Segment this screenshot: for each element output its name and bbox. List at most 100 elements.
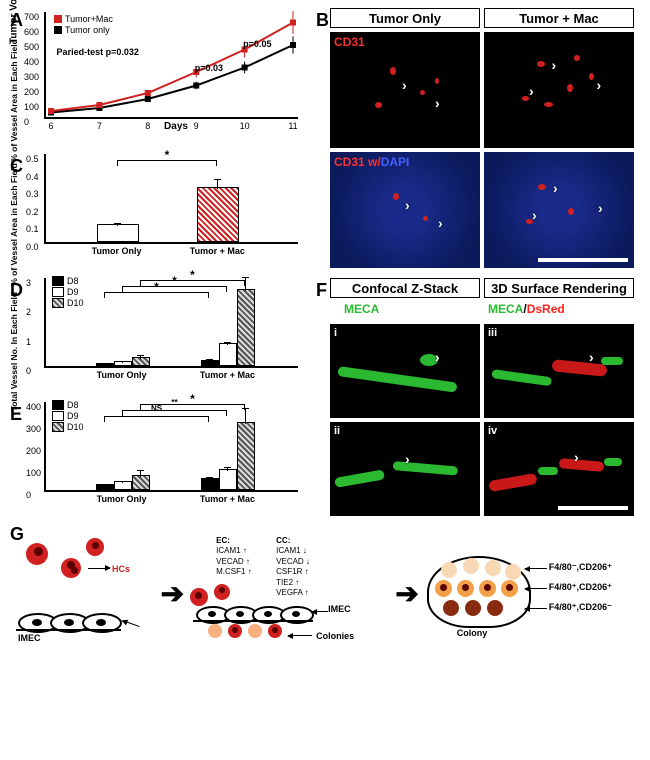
schematic-stage-1: HCs IMEC [16,538,157,648]
panel-f-img-i: i › [330,324,480,418]
bar [201,478,219,490]
roman-iv: iv [488,425,497,437]
arrowhead-icon: › [574,450,579,464]
arrowhead-icon: › [402,78,407,92]
panel-e-plotarea: 0100200300400D8D9D10Tumor OnlyTumor + Ma… [44,402,298,492]
panel-d: D % of Vessel Area in Each Field 0123D8D… [8,278,308,396]
panel-b-img1: CD31 › › [330,32,480,148]
panel-c-plotarea: 0.00.10.20.30.40.5Tumor OnlyTumor + Mac* [44,154,298,244]
arrow-icon [525,568,547,569]
arrowhead-icon: › [405,198,410,212]
panel-g-label: G [10,524,24,545]
panel-b-col2: Tumor + Mac [484,8,634,28]
bar [219,343,237,366]
panel-b-label: B [316,10,329,31]
colony-label: Colony [457,628,488,638]
annotation: p=0.03 [195,63,223,73]
hcs-label: HCs [112,564,130,574]
arrow-icon [122,620,139,627]
panel-g: G HCs IMEC ➔ EC: ICAM1 ↑ VECAD ↑ M.CSF1 … [8,526,634,660]
arrow-icon [312,611,328,612]
meca-label: MECA [330,302,480,320]
panel-b-img4: › › › [484,152,634,268]
legend: D8D9D10 [52,400,84,433]
scale-bar [558,506,628,510]
arrow-icon [88,568,110,569]
figure-root: A Tumor Volume (mm³) 0100200300400500600… [8,8,642,660]
panel-f-img-iv: iv › [484,422,634,516]
legend: D8D9D10 [52,276,84,309]
phenotype-3: F4/80⁺,CD206⁻ [549,602,612,613]
legend-item: Tumor only [54,25,113,35]
panel-e-label: E [10,404,22,425]
panel-a-plotarea: 010020030040050060070067891011Tumor+MacT… [44,12,298,119]
arrowhead-icon: › [589,350,594,364]
arrowhead-icon: › [552,58,557,72]
panel-f-img-iii: iii › [484,324,634,418]
panel-b-img3: CD31 w/DAPI › › [330,152,480,268]
panel-c-ylabel: % of Vessel Area in Each Field [9,39,19,162]
panel-e: E Total Vessel No. In Each Field 0100200… [8,402,308,520]
panel-a-label: A [10,10,23,31]
meca-dsred-label: MECA/DsRed [484,302,634,320]
imec-label-2: IMEC [328,604,351,614]
bar [201,360,219,366]
arrow-icon [525,588,547,589]
big-arrow-icon: ➔ [161,577,184,610]
panel-b-img2: › › › [484,32,634,148]
arrowhead-icon: › [553,181,558,195]
panel-f-col1: Confocal Z-Stack [330,278,480,298]
cc-gene-list: CC: ICAM1 ↓ VECAD ↓ CSF1R ↑ TIE2 ↑ VEGFA… [276,536,310,598]
panel-d-plotarea: 0123D8D9D10Tumor OnlyTumor + Mac*** [44,278,298,368]
panel-a: A Tumor Volume (mm³) 0100200300400500600… [8,8,308,148]
phenotype-1: F4/80⁻,CD206⁺ [549,562,612,573]
bar [237,422,255,490]
panel-a-xlabel: Days [44,121,308,132]
panel-e-ylabel: Total Vessel No. In Each Field [9,292,19,411]
panel-b-col1: Tumor Only [330,8,480,28]
annotation: Paried-test p=0.032 [57,47,139,57]
schematic-stage-3: Colony F4/80⁻,CD206⁺ F4/80⁺,CD206⁺ F4/80… [423,538,626,648]
bar [219,469,237,490]
roman-iii: iii [488,327,497,339]
panel-b: B Tumor Only Tumor + Mac CD31 › › [314,8,634,272]
roman-i: i [334,327,337,339]
annotation: p=0.05 [243,39,271,49]
panel-f-label: F [316,280,327,301]
panel-f-col2: 3D Surface Rendering [484,278,634,298]
arrowhead-icon: › [598,201,603,215]
cd31-dapi-label: CD31 w/DAPI [334,155,409,169]
legend-item: Tumor+Mac [54,14,113,24]
panel-a-legend: Tumor+MacTumor only [54,14,113,36]
bar [132,357,150,366]
bar [237,289,255,366]
roman-ii: ii [334,425,340,437]
bar [97,224,139,242]
panel-f: F Confocal Z-Stack 3D Surface Rendering … [314,278,634,520]
arrowhead-icon: › [435,350,440,364]
arrowhead-icon: › [597,78,602,92]
panel-c: C % of Vessel Area in Each Field 0.00.10… [8,154,308,272]
bar [197,187,239,242]
arrow-icon [288,635,312,636]
panel-c-label: C [10,156,23,177]
phenotype-2: F4/80⁺,CD206⁺ [549,582,612,593]
cd31-label: CD31 [334,35,365,49]
bar [114,481,132,490]
panel-d-label: D [10,280,23,301]
arrowhead-icon: › [438,216,443,230]
big-arrow-icon: ➔ [395,577,418,610]
arrowhead-icon: › [435,96,440,110]
panel-f-img-ii: ii › [330,422,480,516]
arrowhead-icon: › [405,452,410,466]
colonies-label: Colonies [316,631,354,641]
arrowhead-icon: › [529,84,534,98]
imec-label-1: IMEC [18,633,41,643]
panel-d-ylabel: % of Vessel Area in Each Field [9,163,19,286]
schematic-stage-2: EC: ICAM1 ↑ VECAD ↑ M.CSF1 ↑ CC: ICAM1 ↓… [188,538,391,648]
arrow-icon [525,608,547,609]
scale-bar [538,258,628,262]
arrowhead-icon: › [532,208,537,222]
bar [132,475,150,490]
ec-gene-list: EC: ICAM1 ↑ VECAD ↑ M.CSF1 ↑ [216,536,252,578]
